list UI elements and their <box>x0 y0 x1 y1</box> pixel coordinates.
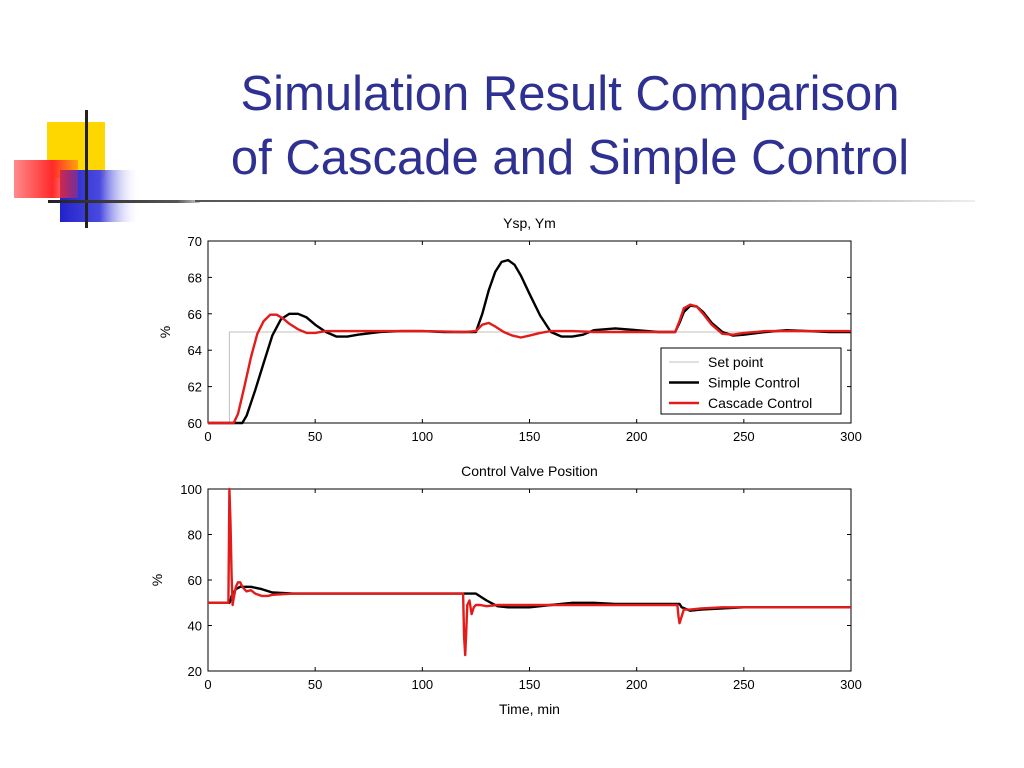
series-line-cascade-control <box>208 303 851 425</box>
chart-title: Control Valve Position <box>461 463 598 479</box>
legend-label: Simple Control <box>708 375 800 391</box>
slide-title-line-1: Simulation Result Comparison <box>240 67 900 121</box>
deco-red-square <box>14 160 78 198</box>
y-tick-label: 40 <box>188 619 202 634</box>
x-tick-label: 250 <box>733 429 755 444</box>
deco-vertical-line <box>85 110 88 228</box>
deco-horizontal-line <box>48 200 200 203</box>
y-tick-label: 20 <box>188 664 202 679</box>
legend-label: Set point <box>708 354 763 370</box>
y-tick-label: 60 <box>188 416 202 431</box>
y-tick-label: 70 <box>188 234 202 249</box>
x-tick-label: 150 <box>519 677 541 692</box>
x-tick-label: 50 <box>308 429 322 444</box>
chart-title: Ysp, Ym <box>503 215 556 231</box>
y-axis-label: % <box>149 574 165 586</box>
y-tick-label: 100 <box>180 482 202 497</box>
slide-title: Simulation Result Comparison of Cascade … <box>150 62 990 190</box>
x-tick-label: 200 <box>626 429 648 444</box>
x-tick-label: 150 <box>519 429 541 444</box>
y-tick-label: 64 <box>188 343 202 358</box>
chart-2: Control Valve Position 0 50 100 150 200 250 300… <box>149 463 862 717</box>
plot-area <box>207 488 852 672</box>
x-tick-label: 300 <box>840 677 862 692</box>
corner-decoration <box>14 110 200 228</box>
legend: Set point Simple Control Cascade Control <box>660 347 842 415</box>
y-tick-label: 62 <box>188 380 202 395</box>
y-tick-label: 60 <box>188 573 202 588</box>
x-tick-label: 100 <box>411 429 433 444</box>
x-tick-label: 0 <box>204 429 211 444</box>
y-tick-label: 80 <box>188 528 202 543</box>
legend-label: Cascade Control <box>708 395 812 411</box>
y-tick-label: 68 <box>188 270 202 285</box>
x-tick-label: 250 <box>733 677 755 692</box>
x-tick-label: 300 <box>840 429 862 444</box>
x-axis-label: Time, min <box>499 701 560 717</box>
y-axis-label: % <box>157 326 173 338</box>
x-tick-label: 100 <box>411 677 433 692</box>
x-tick-label: 200 <box>626 677 648 692</box>
y-tick-label: 66 <box>188 307 202 322</box>
x-tick-label: 0 <box>204 677 211 692</box>
chart-1: Ysp, Ym 0 50 100 150 200 250 300 60 62 64 66 68 70% Se… <box>157 215 862 444</box>
series-line-cascade-control <box>208 487 851 657</box>
x-tick-label: 50 <box>308 677 322 692</box>
slide-title-line-2: of Cascade and Simple Control <box>230 131 910 185</box>
